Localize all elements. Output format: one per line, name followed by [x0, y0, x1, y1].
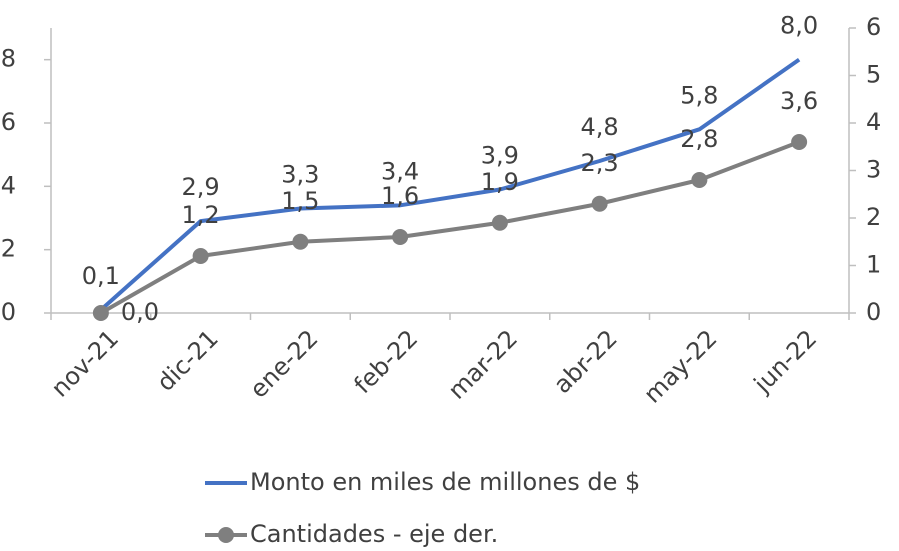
data-label: 3,6 [780, 87, 818, 115]
data-label: 1,6 [381, 182, 419, 210]
x-tick-label: jun-22 [748, 324, 822, 398]
x-tick-label: feb-22 [349, 324, 424, 399]
y-tick-label: 2 [1, 235, 16, 263]
series-marker [591, 195, 608, 212]
y-tick-label: 6 [1, 108, 16, 136]
legend-marker [218, 527, 234, 543]
series-marker [192, 248, 209, 264]
series-marker [491, 214, 508, 231]
y2-tick-label: 5 [866, 61, 881, 89]
x-tick-label: mar-22 [443, 324, 523, 404]
data-label: 3,9 [481, 142, 519, 170]
data-label: 1,9 [481, 168, 519, 196]
y2-tick-label: 3 [866, 156, 881, 184]
x-tick-label: nov-21 [46, 324, 124, 402]
data-label: 1,2 [182, 201, 220, 229]
x-tick-label: may-22 [638, 324, 722, 408]
data-label: 5,8 [680, 81, 718, 109]
data-label: 4,8 [581, 113, 619, 141]
data-label: 2,8 [680, 125, 718, 153]
series-line [99, 140, 800, 315]
data-label: 1,5 [281, 187, 319, 215]
y2-tick-label: 4 [866, 108, 881, 136]
x-tick-label: ene-22 [244, 324, 323, 403]
series-marker [292, 233, 309, 250]
legend-label: Cantidades - eje der. [250, 520, 498, 548]
y-tick-label: 4 [1, 171, 16, 199]
series-marker [92, 305, 109, 321]
y2-tick-label: 1 [866, 251, 881, 279]
data-label: 3,3 [281, 161, 319, 189]
legend-label: Monto en miles de millones de $ [250, 468, 640, 496]
data-label: 0,1 [82, 262, 120, 290]
y-tick-label: 8 [1, 45, 16, 73]
y2-tick-label: 6 [866, 13, 881, 41]
series-marker [791, 134, 808, 150]
data-label: 2,3 [581, 149, 619, 177]
y2-tick-label: 2 [866, 203, 881, 231]
series-line [99, 58, 801, 312]
x-tick-label: dic-21 [151, 324, 223, 396]
x-tick-label: abr-22 [548, 324, 623, 399]
series-marker [392, 229, 409, 245]
y2-tick-label: 0 [866, 298, 881, 326]
data-label: 0,0 [121, 298, 159, 326]
series-marker [691, 172, 708, 188]
data-label: 2,9 [182, 173, 220, 201]
y-tick-label: 0 [1, 298, 16, 326]
data-label: 3,4 [381, 157, 419, 185]
data-label: 8,0 [780, 12, 818, 40]
